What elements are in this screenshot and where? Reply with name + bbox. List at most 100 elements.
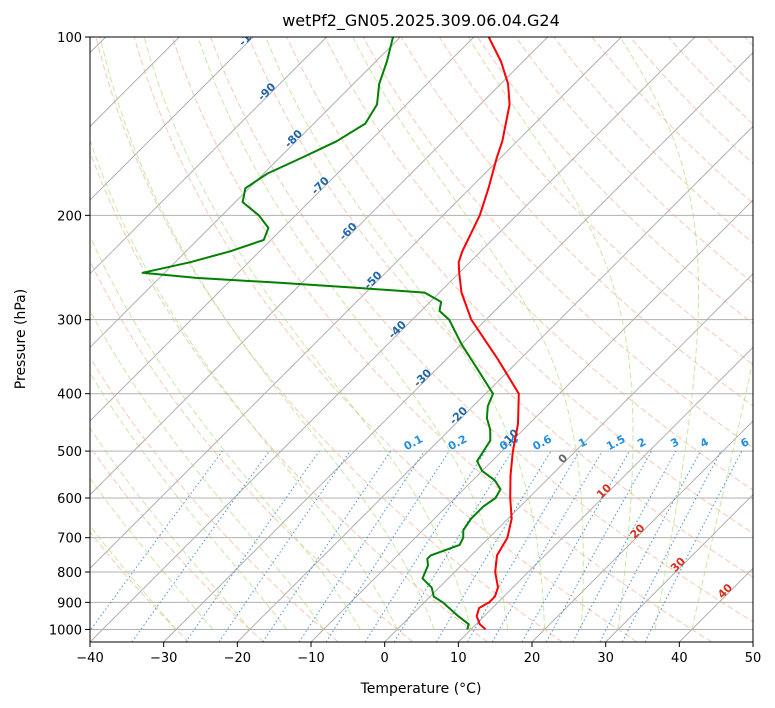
isotherm-line <box>236 125 753 642</box>
mixing-ratio-line <box>90 450 223 632</box>
isotherm-line <box>90 37 328 275</box>
dry-adiabat-line <box>90 259 414 642</box>
mixing-ratio-label: 8 <box>768 435 775 450</box>
grid-layer <box>90 37 753 642</box>
mixing-ratio-label: 0.6 <box>531 432 555 453</box>
moist-adiabat-line <box>90 427 251 630</box>
mixing-ratio-label: 2 <box>635 435 648 450</box>
x-tick-label: −40 <box>76 651 103 666</box>
chart-title: wetPf2_GN05.2025.309.06.04.G24 <box>282 11 560 31</box>
isotherm-line <box>310 199 753 642</box>
y-tick-label: 200 <box>57 209 82 224</box>
x-tick-label: 30 <box>597 651 614 666</box>
dry-adiabat-line <box>90 150 488 642</box>
x-axis-label: Temperature (°C) <box>360 681 482 697</box>
mixing-ratio-line <box>393 450 513 642</box>
isotherm-line <box>90 37 475 422</box>
mixing-ratio-line <box>131 450 270 642</box>
y-axis-label: Pressure (hPa) <box>13 289 29 389</box>
mixing-ratio-line <box>467 450 580 642</box>
mixing-ratio-label: 1.5 <box>604 432 627 453</box>
mixing-ratio-line <box>325 450 450 642</box>
dry-adiabat-line <box>248 37 753 578</box>
y-tick-label: 600 <box>57 492 82 507</box>
moist-adiabat-line <box>265 37 546 630</box>
y-tick-label: 300 <box>57 314 82 329</box>
isotherm-line <box>457 346 753 642</box>
mixing-ratio-line <box>218 450 351 642</box>
y-tick-label: 500 <box>57 445 82 460</box>
series-line-temperature <box>457 37 520 631</box>
dry-adiabat-label: -100 <box>236 20 265 49</box>
dry-adiabat-label: -70 <box>309 174 332 197</box>
dry-adiabat-line <box>210 37 753 623</box>
isotherm-line <box>752 641 753 642</box>
data-layer <box>141 37 520 631</box>
dry-adiabat-label: -90 <box>255 80 278 103</box>
axes-layer: −40 −30 −20 −10 0 10 20 30 40 50 1000 900 800 700 600 5… <box>49 31 761 666</box>
y-tick-label: 100 <box>57 31 82 46</box>
dry-adiabat-line <box>90 356 339 642</box>
moist-adiabat-line <box>143 37 472 630</box>
x-tick-label: −10 <box>297 651 324 666</box>
dry-adiabat-line <box>90 445 264 642</box>
dry-adiabat-label: -80 <box>282 127 305 150</box>
isotherm-line <box>90 37 401 349</box>
x-tick-label: −30 <box>150 651 177 666</box>
mixing-ratio-label: 4 <box>698 435 711 450</box>
dry-adiabat-line <box>668 37 753 125</box>
mixing-ratio-label: 0.1 <box>402 432 425 453</box>
x-tick-label: 20 <box>524 651 541 666</box>
moist-adiabat-line <box>197 37 509 630</box>
mixing-ratio-line <box>644 450 743 642</box>
series-line-dewpoint <box>141 37 502 630</box>
mixing-ratio-line <box>262 450 392 642</box>
dry-adiabat-line <box>438 37 753 366</box>
adiabat-layer <box>90 37 753 642</box>
dry-adiabat-line <box>553 37 753 244</box>
moist-adiabat-line <box>99 37 435 630</box>
isotherm-line <box>163 51 753 642</box>
y-tick-label: 400 <box>57 388 82 403</box>
dry-adiabat-line <box>133 37 638 642</box>
dry-adiabat-label: 40 <box>715 581 735 601</box>
moist-adiabat-line <box>90 235 361 630</box>
moist-adiabat-line <box>352 37 584 630</box>
moist-adiabat-line <box>691 358 753 630</box>
isotherm-line <box>678 567 753 642</box>
dry-adiabat-label: 20 <box>628 521 648 541</box>
x-tick-label: −20 <box>224 651 251 666</box>
dry-adiabat-line <box>515 37 753 284</box>
moist-adiabat-line <box>619 37 699 630</box>
y-tick-label: 900 <box>57 596 82 611</box>
plot-frame <box>89 36 754 643</box>
moist-adiabat-line <box>467 37 634 630</box>
isotherm-line <box>90 37 549 496</box>
dry-adiabat-line <box>400 37 753 407</box>
x-tick-label: 40 <box>671 651 688 666</box>
x-tick-label: 10 <box>450 651 467 666</box>
dry-adiabat-line <box>95 37 563 642</box>
isotherm-line <box>90 37 622 570</box>
mixing-ratio-line <box>521 450 630 642</box>
isotherm-line <box>90 37 254 201</box>
mixing-ratio-line <box>298 450 425 642</box>
mixing-ratio-line <box>185 450 320 642</box>
y-tick-label: 800 <box>57 566 82 581</box>
dry-adiabat-line <box>171 37 712 642</box>
y-tick-label: 1000 <box>49 623 82 638</box>
moist-adiabat-line <box>90 477 214 630</box>
mixing-ratio-line <box>572 450 677 642</box>
isotherm-line <box>531 420 753 642</box>
dry-adiabat-label: -40 <box>386 318 409 341</box>
moist-adiabat-line <box>90 371 288 630</box>
dry-adiabat-line <box>591 37 753 204</box>
y-tick-label: 700 <box>57 532 82 547</box>
dry-adiabat-line <box>744 37 753 47</box>
x-tick-label: 0 <box>381 651 389 666</box>
dry-adiabat-line <box>90 531 190 642</box>
isotherm-line <box>384 272 753 642</box>
dry-adiabat-label: -30 <box>411 366 434 389</box>
mixing-ratio-line <box>599 450 701 642</box>
